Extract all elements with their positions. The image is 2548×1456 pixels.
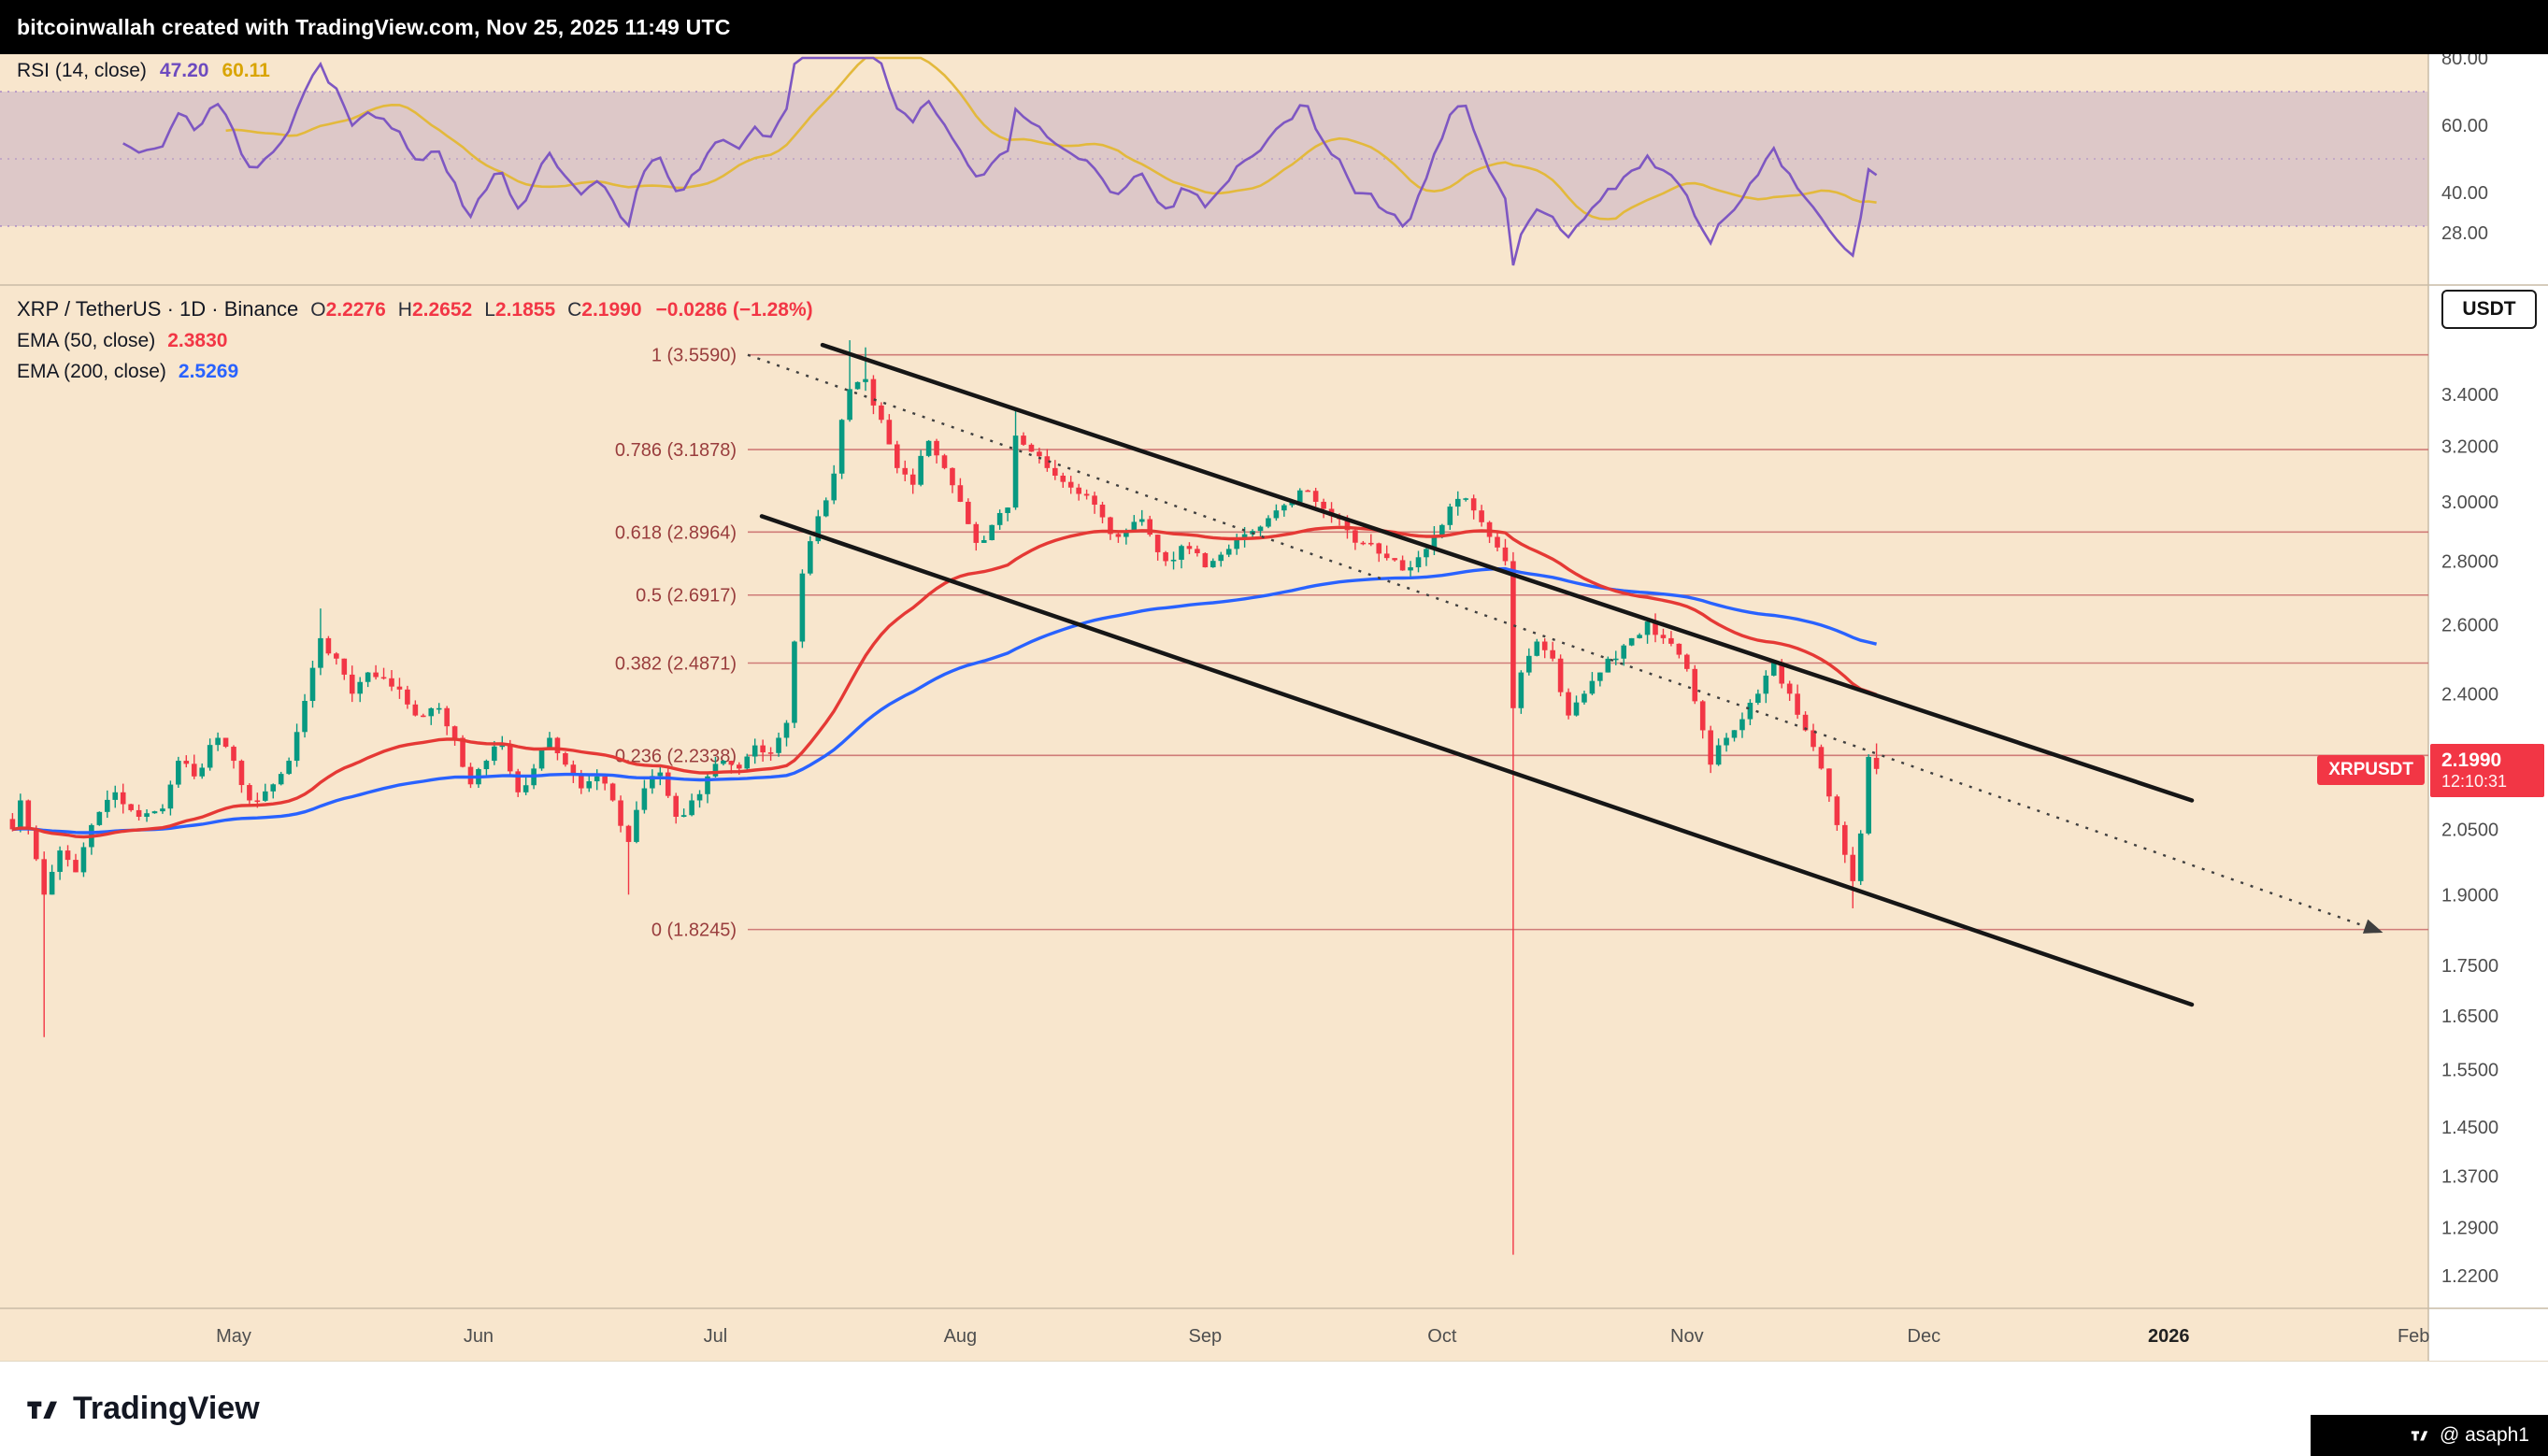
tradingview-logo-icon (27, 1401, 57, 1419)
svg-text:Dec: Dec (1908, 1326, 1941, 1347)
last-price-symbol-badge: XRPUSDT (2317, 755, 2425, 785)
trendline-drawings[interactable] (747, 353, 2383, 934)
ohlc-close: C2.1990 (567, 299, 642, 321)
rsi-value: 47.20 (159, 60, 209, 81)
ema200-value: 2.5269 (178, 361, 239, 382)
trendline-arrowhead (2362, 919, 2383, 934)
svg-text:0 (1.8245): 0 (1.8245) (651, 921, 737, 941)
svg-text:1 (3.5590): 1 (3.5590) (651, 346, 737, 366)
svg-text:Feb: Feb (2398, 1326, 2429, 1347)
tradingview-logo[interactable]: TradingView (24, 1391, 260, 1428)
ema200-line (12, 566, 1878, 835)
svg-text:Nov: Nov (1670, 1326, 1704, 1347)
rsi-line (122, 56, 1878, 266)
svg-text:1.2200: 1.2200 (2441, 1266, 2498, 1287)
svg-text:1.3700: 1.3700 (2441, 1166, 2498, 1187)
ema50-line (12, 525, 1878, 839)
price-axis-background (2428, 54, 2548, 1361)
bar-countdown: 12:10:31 (2441, 772, 2508, 792)
ohlc-low: L2.1855 (484, 299, 556, 321)
svg-text:1.7500: 1.7500 (2441, 956, 2498, 977)
svg-text:2.0500: 2.0500 (2441, 820, 2498, 840)
symbol-legend: XRP / TetherUS · 1D · Binance O2.2276 H2… (17, 297, 813, 383)
svg-text:3.0000: 3.0000 (2441, 492, 2498, 513)
rsi-legend-label: RSI (14, close) (17, 60, 147, 81)
fib-retracement[interactable]: 1 (3.5590) 0.786 (3.1878) 0.618 (2.8964) 0.… (615, 346, 2428, 941)
svg-text:0.786 (3.1878): 0.786 (3.1878) (615, 440, 737, 461)
svg-text:Jul: Jul (704, 1326, 728, 1347)
svg-text:28.00: 28.00 (2441, 223, 2488, 244)
header-title: bitcoinwallah created with TradingView.c… (17, 14, 731, 39)
svg-text:3.2000: 3.2000 (2441, 437, 2498, 458)
svg-text:Sep: Sep (1189, 1326, 1223, 1347)
ema200-legend-row[interactable]: EMA (200, close) 2.5269 (17, 361, 813, 383)
svg-text:0.618 (2.8964): 0.618 (2.8964) (615, 522, 737, 543)
author-name: @ asaph1 (2439, 1424, 2529, 1446)
svg-text:1.6500: 1.6500 (2441, 1006, 2498, 1027)
change-value: −0.0286 (−1.28%) (655, 299, 813, 321)
ema50-label: EMA (50, close) (17, 330, 156, 351)
last-price-axis-badge: 2.1990 12:10:31 (2430, 744, 2544, 797)
footer-bar: TradingView @ asaph1 (0, 1361, 2548, 1456)
svg-text:2026: 2026 (2148, 1326, 2190, 1347)
last-price-value: 2.1990 (2441, 749, 2502, 771)
rsi-legend[interactable]: RSI (14, close) 47.20 60.11 (17, 60, 270, 82)
rsi-ma-value: 60.11 (222, 60, 270, 81)
header-bar: bitcoinwallah created with TradingView.c… (0, 0, 2548, 54)
currency-usdt-button[interactable]: USDT (2441, 290, 2537, 329)
svg-text:3.4000: 3.4000 (2441, 385, 2498, 406)
ohlc-high: H2.2652 (397, 299, 473, 321)
svg-text:0.236 (2.2338): 0.236 (2.2338) (615, 746, 737, 766)
svg-text:1.5500: 1.5500 (2441, 1061, 2498, 1081)
tradingview-mark-icon (2411, 1431, 2428, 1441)
ema50-legend-row[interactable]: EMA (50, close) 2.3830 (17, 330, 813, 352)
time-axis[interactable]: May Jun Jul Aug Sep Oct Nov Dec 2026 Feb (216, 1326, 2429, 1347)
svg-text:May: May (216, 1326, 251, 1347)
author-watermark[interactable]: @ asaph1 (2311, 1415, 2548, 1456)
svg-text:Oct: Oct (1427, 1326, 1457, 1347)
ohlc-open: O2.2276 (310, 299, 386, 321)
svg-text:0.382 (2.4871): 0.382 (2.4871) (615, 653, 737, 674)
parallel-channel[interactable] (759, 342, 2195, 1007)
svg-text:Aug: Aug (944, 1326, 978, 1347)
brand-name: TradingView (73, 1391, 260, 1426)
symbol-title: XRP / TetherUS · 1D · Binance (17, 297, 299, 321)
svg-text:1.4500: 1.4500 (2441, 1118, 2498, 1138)
svg-text:Jun: Jun (464, 1326, 494, 1347)
svg-text:2.8000: 2.8000 (2441, 551, 2498, 572)
rsi-band (0, 92, 2428, 226)
svg-text:2.4000: 2.4000 (2441, 684, 2498, 705)
ema200-label: EMA (200, close) (17, 361, 166, 382)
chart-background (0, 54, 2548, 1361)
svg-text:0.5 (2.6917): 0.5 (2.6917) (636, 586, 737, 607)
svg-text:40.00: 40.00 (2441, 183, 2488, 204)
svg-text:1.2900: 1.2900 (2441, 1219, 2498, 1239)
price-axis[interactable]: 3.4000 3.2000 3.0000 2.8000 2.6000 2.4000 2.05… (2441, 385, 2498, 1287)
svg-text:2.6000: 2.6000 (2441, 616, 2498, 636)
svg-text:60.00: 60.00 (2441, 116, 2488, 136)
svg-text:1.9000: 1.9000 (2441, 885, 2498, 906)
symbol-legend-row[interactable]: XRP / TetherUS · 1D · Binance O2.2276 H2… (17, 297, 813, 321)
ema50-value: 2.3830 (167, 330, 228, 351)
